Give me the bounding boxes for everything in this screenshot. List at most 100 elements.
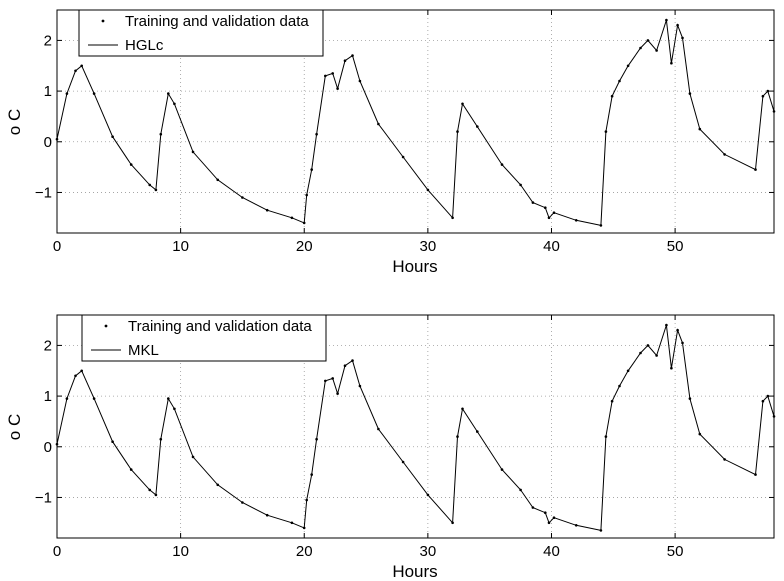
data-point <box>754 473 757 476</box>
data-point <box>676 23 679 27</box>
xtick-label: 10 <box>172 543 189 560</box>
data-point <box>74 374 77 378</box>
panel-top: 0 10 20 30 40 50 210−1 Hours o C Training and… <box>5 9 776 276</box>
xtick-label: 40 <box>543 238 560 255</box>
data-point <box>159 132 163 136</box>
data-point <box>154 188 158 192</box>
legend-box-bottom <box>81 314 327 362</box>
data-point <box>302 526 306 530</box>
data-point <box>74 69 77 73</box>
data-point <box>461 407 464 411</box>
data-point <box>358 384 362 388</box>
data-point <box>665 323 668 327</box>
data-point <box>401 155 405 159</box>
legend-box-top <box>78 9 324 57</box>
data-point <box>688 397 692 400</box>
xtick-label: 20 <box>296 543 313 560</box>
series-dots-top <box>55 18 776 227</box>
data-point <box>315 437 318 441</box>
data-point <box>655 49 658 52</box>
data-point <box>167 397 170 400</box>
data-point <box>343 59 347 62</box>
legend-label-data-top: Training and validation data <box>125 13 309 30</box>
data-point <box>358 79 362 83</box>
plot-frame-bottom <box>56 314 775 539</box>
data-point <box>599 529 603 532</box>
data-point <box>111 440 114 444</box>
data-point <box>80 369 83 373</box>
data-point <box>761 94 765 98</box>
data-point <box>723 153 726 156</box>
data-point <box>698 127 702 131</box>
ytick-label: 0 <box>44 439 52 456</box>
data-point <box>129 163 133 166</box>
ytick-label: −1 <box>35 489 52 506</box>
data-point <box>772 110 776 113</box>
data-point <box>456 435 459 438</box>
data-point <box>670 366 673 370</box>
data-point <box>265 513 269 517</box>
data-point <box>310 168 314 171</box>
ytick-label: 2 <box>44 32 52 49</box>
data-point <box>343 364 347 368</box>
data-point <box>681 341 684 345</box>
data-point <box>604 130 608 133</box>
data-point <box>305 193 309 197</box>
data-point <box>377 122 380 126</box>
data-point <box>476 125 479 128</box>
data-point <box>544 511 547 514</box>
data-point <box>351 54 354 57</box>
legend-bottom: Training and validation data MKL <box>81 314 327 362</box>
data-point <box>80 64 83 68</box>
xtick-label: 0 <box>53 543 61 560</box>
data-point <box>377 427 380 431</box>
data-point <box>646 344 650 347</box>
data-point <box>552 211 556 214</box>
xtick-label: 30 <box>420 238 437 255</box>
data-point <box>55 137 59 141</box>
legend-label-data-bottom: Training and validation data <box>128 318 312 335</box>
data-point <box>154 493 158 497</box>
data-point <box>324 379 327 383</box>
data-point <box>92 92 96 95</box>
data-point <box>426 493 430 497</box>
data-point <box>531 201 535 204</box>
xticks-top: 0 10 20 30 40 50 <box>53 10 684 255</box>
data-point <box>547 521 551 525</box>
data-point <box>461 102 464 106</box>
data-point <box>665 18 668 22</box>
model-line <box>56 324 775 532</box>
data-point <box>241 196 244 199</box>
data-point <box>451 216 454 220</box>
data-point <box>148 488 151 492</box>
data-point <box>148 183 151 187</box>
series-line-bottom <box>56 324 775 532</box>
data-point <box>65 92 69 95</box>
model-line <box>56 19 775 227</box>
data-point <box>129 468 133 471</box>
data-point <box>426 188 430 192</box>
data-point <box>688 92 692 95</box>
data-point <box>610 94 614 98</box>
ytick-label: 0 <box>44 134 52 151</box>
data-point <box>290 521 294 525</box>
data-point <box>331 72 335 75</box>
data-point <box>216 178 219 182</box>
data-point <box>626 369 630 373</box>
data-point <box>191 455 195 459</box>
data-point <box>754 168 757 171</box>
data-point <box>351 359 354 362</box>
data-point <box>331 377 335 380</box>
panel-bottom: 0 10 20 30 40 50 210−1 Hours o C Training and… <box>5 314 776 581</box>
xtick-label: 10 <box>172 238 189 255</box>
ytick-label: 1 <box>44 83 52 100</box>
data-point <box>574 524 578 527</box>
data-point <box>456 130 459 133</box>
data-point <box>55 442 59 446</box>
xtick-label: 50 <box>667 238 684 255</box>
data-point <box>766 394 770 398</box>
data-point <box>655 354 658 357</box>
legend-label-model-top: HGLc <box>125 37 164 54</box>
data-point <box>547 216 551 220</box>
data-point <box>766 89 770 93</box>
